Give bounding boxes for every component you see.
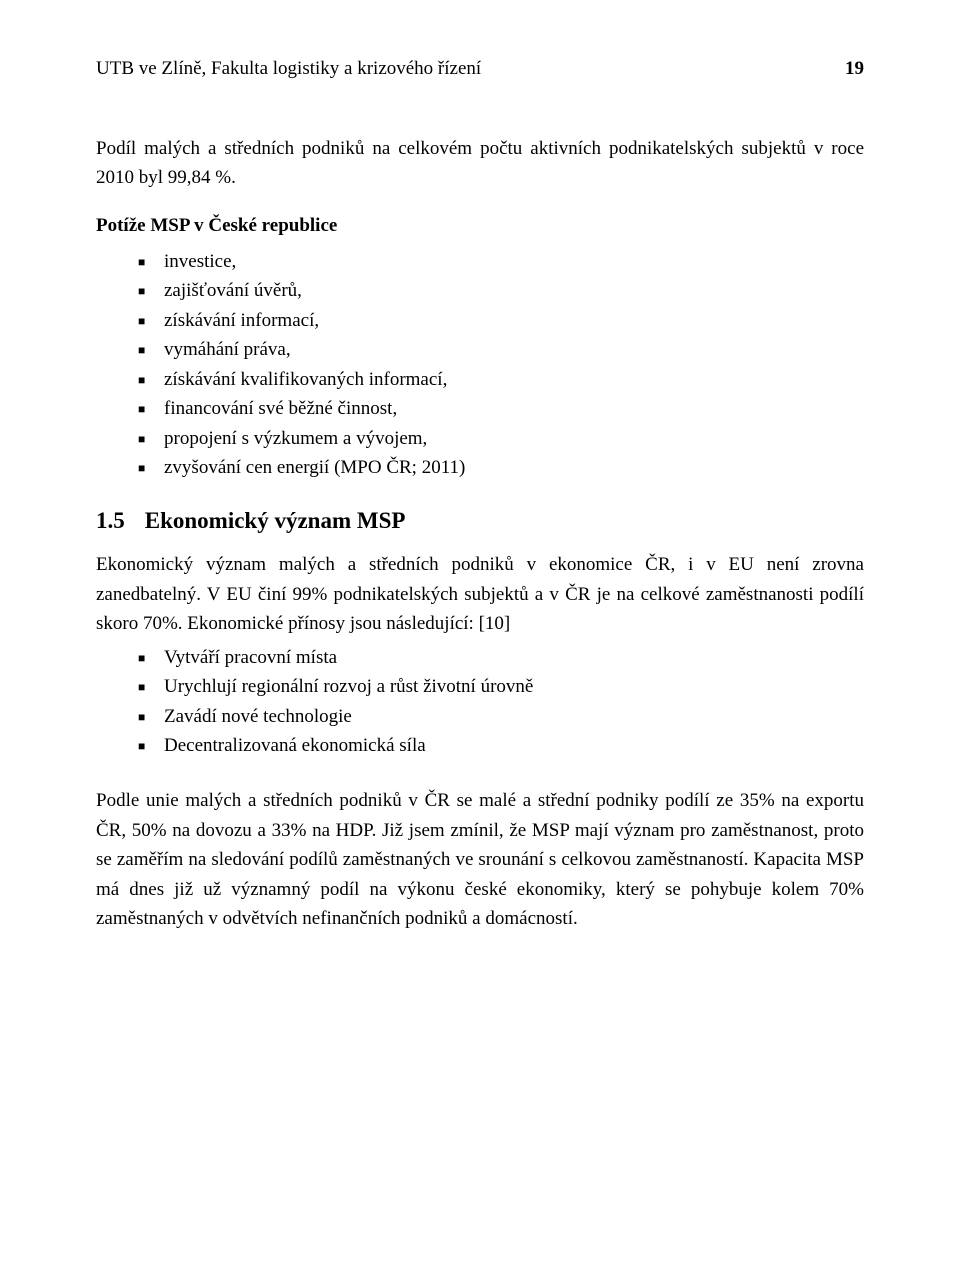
list-item: získávání kvalifikovaných informací, xyxy=(138,365,864,394)
list-item-label: Zavádí nové technologie xyxy=(164,706,352,727)
list-item-label: Urychlují regionální rozvoj a růst život… xyxy=(164,676,533,697)
list-item-label: Vytváří pracovní místa xyxy=(164,647,337,668)
list-item: Vytváří pracovní místa xyxy=(138,643,864,672)
list-item-label: vymáhání práva, xyxy=(164,339,291,360)
page-header: UTB ve Zlíně, Fakulta logistiky a krizov… xyxy=(96,58,864,80)
list-item: zajišťování úvěrů, xyxy=(138,276,864,305)
document-page: UTB ve Zlíně, Fakulta logistiky a krizov… xyxy=(0,0,960,1274)
section-title: Ekonomický význam MSP xyxy=(145,508,406,533)
section-heading: 1.5 Ekonomický význam MSP xyxy=(96,508,864,534)
econ-paragraph: Ekonomický význam malých a středních pod… xyxy=(96,550,864,638)
list-item: Zavádí nové technologie xyxy=(138,702,864,731)
list-item: Decentralizovaná ekonomická síla xyxy=(138,731,864,760)
problems-heading: Potíže MSP v České republice xyxy=(96,215,864,237)
intro-paragraph: Podíl malých a středních podniků na celk… xyxy=(96,134,864,193)
benefits-list: Vytváří pracovní místa Urychlují regioná… xyxy=(96,643,864,761)
list-item-label: získávání kvalifikovaných informací, xyxy=(164,369,447,390)
list-item-label: získávání informací, xyxy=(164,310,319,331)
header-title: UTB ve Zlíně, Fakulta logistiky a krizov… xyxy=(96,58,481,80)
list-item: financování své běžné činnost, xyxy=(138,394,864,423)
list-item-label: investice, xyxy=(164,251,236,272)
list-item: propojení s výzkumem a vývojem, xyxy=(138,424,864,453)
list-item: získávání informací, xyxy=(138,306,864,335)
list-item-label: zajišťování úvěrů, xyxy=(164,280,302,301)
closing-paragraph: Podle unie malých a středních podniků v … xyxy=(96,786,864,933)
list-item-label: Decentralizovaná ekonomická síla xyxy=(164,735,426,756)
list-item-label: propojení s výzkumem a vývojem, xyxy=(164,428,427,449)
list-item: investice, xyxy=(138,247,864,276)
list-item-label: zvyšování cen energií (MPO ČR; 2011) xyxy=(164,457,465,478)
list-item: zvyšování cen energií (MPO ČR; 2011) xyxy=(138,453,864,482)
problems-list: investice, zajišťování úvěrů, získávání … xyxy=(96,247,864,483)
list-item: Urychlují regionální rozvoj a růst život… xyxy=(138,672,864,701)
page-number: 19 xyxy=(845,58,864,80)
list-item-label: financování své běžné činnost, xyxy=(164,398,397,419)
section-number: 1.5 xyxy=(96,508,125,534)
list-item: vymáhání práva, xyxy=(138,335,864,364)
